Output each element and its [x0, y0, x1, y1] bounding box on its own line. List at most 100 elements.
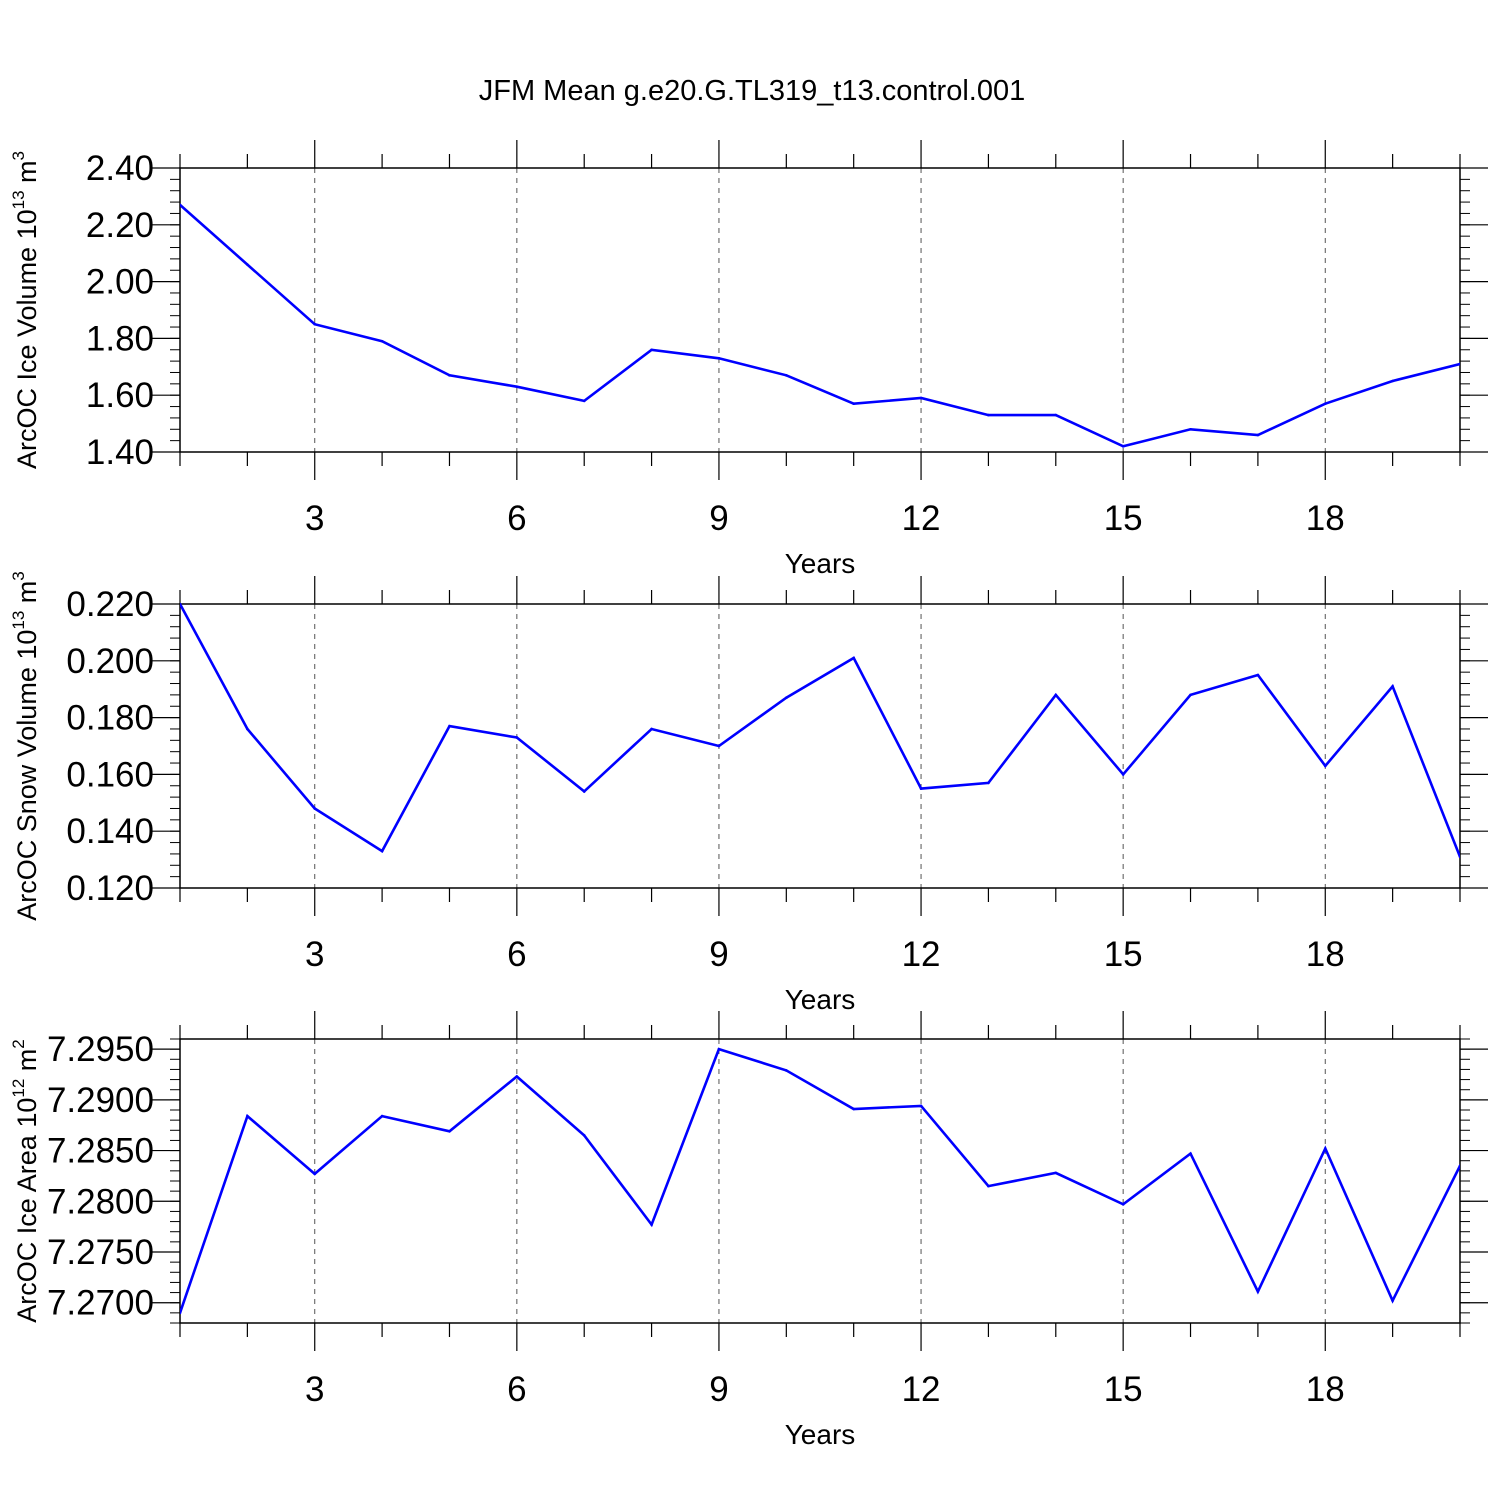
y-tick-label: 2.40 — [86, 149, 154, 188]
x-tick-label: 9 — [709, 1370, 728, 1409]
data-point — [650, 348, 653, 352]
y-tick-label: 1.60 — [86, 376, 154, 415]
data-point — [852, 656, 855, 660]
y-tick-label: 0.160 — [66, 755, 154, 794]
x-tick-label: 15 — [1104, 499, 1143, 538]
x-tick-label: 9 — [709, 499, 728, 538]
data-point — [380, 339, 384, 343]
data-point — [1323, 402, 1327, 406]
y-axis-label: ArcOC Ice Volume 1013 m3 — [9, 151, 42, 469]
data-point — [650, 1223, 653, 1226]
chart-title: JFM Mean g.e20.G.TL319_t13.control.001 — [479, 75, 1025, 107]
data-point — [313, 322, 317, 326]
x-tick-label: 12 — [902, 935, 941, 974]
y-tick-label: 7.2750 — [47, 1233, 154, 1272]
data-point — [717, 744, 721, 748]
x-tick-label: 9 — [709, 935, 728, 974]
data-point — [313, 807, 317, 810]
data-point — [1189, 427, 1192, 431]
y-tick-label: 0.120 — [66, 869, 154, 908]
x-tick-label: 15 — [1104, 935, 1143, 974]
data-point — [515, 736, 519, 739]
data-point — [717, 1047, 721, 1051]
data-point — [1054, 693, 1058, 697]
data-point — [852, 402, 855, 406]
panel-3: 7.2700 7.2750 7.2800 7.2850 7.2900 7.2950 3 6 9 1… — [9, 1011, 1488, 1450]
data-point — [515, 1075, 519, 1078]
data-point — [987, 413, 990, 417]
data-point — [1323, 1147, 1327, 1150]
data-point — [1121, 773, 1125, 776]
data-point — [1121, 445, 1125, 448]
x-tick-label: 12 — [902, 1370, 941, 1409]
data-point — [1256, 673, 1260, 677]
y-tick-label: 7.2950 — [47, 1030, 154, 1069]
x-tick-label: 18 — [1306, 499, 1345, 538]
x-axis-label: Years — [785, 984, 856, 1015]
data-point — [515, 385, 519, 388]
data-point — [380, 1114, 384, 1118]
data-point — [785, 696, 788, 700]
data-point — [313, 1172, 317, 1176]
data-point — [246, 263, 249, 266]
data-point — [180, 602, 182, 606]
data-point — [1458, 362, 1460, 366]
chart-panels: 1.40 1.60 1.80 2.00 2.20 2.40 3 6 9 12 15 18 Years Ar… — [9, 140, 1488, 1450]
y-tick-label: 0.140 — [66, 812, 154, 851]
y-tick-label: 0.220 — [66, 585, 154, 624]
data-point — [717, 356, 721, 360]
y-tick-label: 0.180 — [66, 699, 154, 738]
x-axis-label: Years — [785, 1419, 856, 1450]
data-point — [1391, 685, 1394, 688]
x-tick-label: 3 — [305, 935, 324, 974]
y-tick-label: 2.00 — [86, 263, 154, 302]
data-point — [987, 781, 990, 785]
plot-frame — [179, 1038, 1461, 1324]
data-point — [1189, 693, 1192, 697]
y-tick-label: 7.2700 — [47, 1284, 154, 1323]
data-point — [1391, 1299, 1394, 1302]
data-point — [180, 1311, 182, 1315]
y-axis-label: ArcOC Snow Volume 1013 m3 — [9, 571, 42, 921]
data-point — [1054, 1171, 1058, 1175]
plot-frame — [179, 603, 1461, 889]
data-point — [246, 727, 249, 731]
data-point — [582, 399, 586, 403]
x-tick-label: 18 — [1306, 935, 1345, 974]
data-point — [1256, 433, 1260, 437]
y-tick-label: 7.2800 — [47, 1182, 154, 1221]
data-point — [180, 203, 182, 207]
data-point — [919, 787, 923, 790]
plot-frame — [179, 167, 1461, 453]
panel-1: 1.40 1.60 1.80 2.00 2.20 2.40 3 6 9 12 15 18 Years Ar… — [9, 140, 1488, 579]
data-point — [582, 1134, 586, 1137]
data-point — [987, 1184, 990, 1188]
y-axis-label: ArcOC Ice Area 1012 m2 — [9, 1039, 42, 1323]
data-point — [785, 374, 788, 377]
x-tick-label: 18 — [1306, 1370, 1345, 1409]
x-tick-label: 6 — [507, 1370, 526, 1409]
data-point — [448, 724, 451, 728]
data-point — [1323, 764, 1327, 768]
y-tick-label: 2.20 — [86, 206, 154, 245]
data-point — [1458, 855, 1460, 859]
data-point — [785, 1069, 788, 1072]
data-point — [919, 396, 923, 400]
data-point — [448, 1130, 451, 1133]
y-tick-label: 1.40 — [86, 433, 154, 472]
data-point — [1121, 1203, 1125, 1206]
y-tick-label: 7.2900 — [47, 1081, 154, 1120]
x-tick-label: 6 — [507, 499, 526, 538]
data-point — [380, 849, 384, 853]
x-axis-label: Years — [785, 548, 856, 579]
data-point — [582, 790, 586, 793]
series-line — [180, 203, 1460, 448]
data-point — [1256, 1290, 1260, 1293]
data-point — [246, 1114, 249, 1118]
data-point — [1458, 1164, 1460, 1168]
series-line — [180, 603, 1460, 858]
x-tick-label: 15 — [1104, 1370, 1143, 1409]
data-point — [852, 1107, 855, 1111]
y-tick-label: 1.80 — [86, 319, 154, 358]
